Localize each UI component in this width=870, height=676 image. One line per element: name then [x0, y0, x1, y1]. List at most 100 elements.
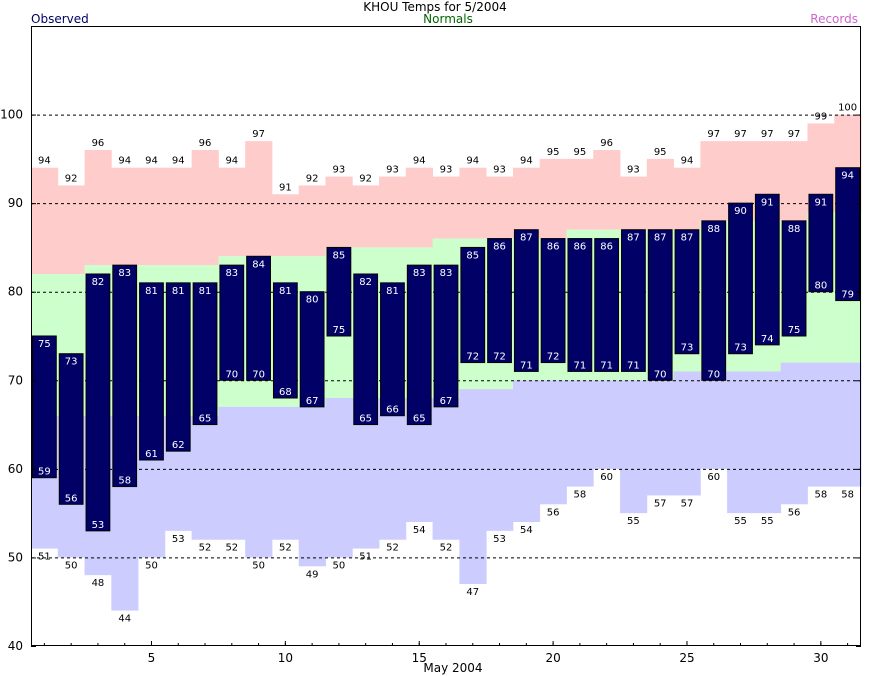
observed-bar — [808, 193, 834, 293]
x-tick-label: 10 — [278, 651, 293, 665]
x-tick-label: 25 — [679, 651, 694, 665]
observed-bar — [85, 273, 111, 532]
record-low-label: 55 — [761, 516, 774, 527]
observed-bar — [433, 264, 459, 408]
record-high-label: 92 — [65, 173, 78, 184]
observed-bar — [406, 264, 432, 426]
record-high-label: 93 — [386, 165, 399, 176]
record-high-label: 96 — [92, 138, 105, 149]
observed-bar — [192, 282, 218, 426]
record-low-label: 50 — [145, 560, 158, 571]
y-tick-label: 80 — [8, 285, 23, 299]
record-low-band — [780, 362, 808, 505]
observed-high-label: 73 — [65, 357, 78, 368]
observed-bar — [246, 255, 271, 381]
observed-high-label: 86 — [493, 242, 506, 253]
record-high-band — [646, 158, 674, 230]
x-axis-label: May 2004 — [423, 661, 482, 675]
observed-bar — [58, 353, 84, 505]
observed-high-label: 87 — [627, 233, 640, 244]
observed-high-label: 85 — [333, 250, 346, 261]
observed-bar — [353, 273, 379, 426]
observed-low-label: 72 — [493, 352, 506, 363]
observed-bar — [219, 264, 245, 381]
record-high-band — [84, 150, 112, 266]
observed-low-label: 70 — [252, 369, 265, 380]
record-high-band — [271, 194, 300, 257]
record-low-label: 52 — [225, 543, 238, 554]
observed-low-label: 72 — [547, 352, 560, 363]
observed-bar — [272, 282, 298, 399]
observed-bar — [380, 282, 405, 417]
record-high-band — [566, 158, 594, 230]
record-high-band — [539, 158, 567, 239]
record-high-label: 97 — [761, 129, 774, 140]
observed-high-label: 82 — [92, 277, 105, 288]
observed-low-label: 70 — [707, 369, 720, 380]
observed-bar — [487, 238, 512, 364]
record-high-band — [379, 176, 407, 248]
observed-low-label: 67 — [306, 396, 319, 407]
observed-low-label: 53 — [92, 520, 105, 531]
observed-bar — [728, 202, 753, 355]
record-high-band — [164, 167, 193, 266]
value-label-layer: 75 59 94 51 73 56 92 50 82 53 96 48 83 58 94 44 81 61 94 50… — [38, 103, 857, 625]
record-high-label: 96 — [600, 138, 613, 149]
record-high-band — [780, 141, 808, 221]
observed-bar — [112, 264, 138, 488]
observed-bar — [165, 282, 191, 452]
record-low-label: 51 — [359, 552, 372, 563]
record-low-label: 50 — [333, 560, 346, 571]
observed-bar — [139, 282, 164, 461]
record-high-label: 100 — [838, 103, 857, 114]
record-high-label: 94 — [520, 156, 533, 167]
y-tick-label: 60 — [8, 462, 23, 476]
record-high-label: 97 — [788, 129, 801, 140]
observed-high-label: 83 — [413, 268, 426, 279]
record-high-band — [325, 176, 353, 248]
record-high-band — [191, 150, 219, 266]
record-low-label: 51 — [38, 552, 51, 563]
record-high-label: 93 — [440, 165, 453, 176]
record-low-label: 49 — [306, 569, 319, 580]
observed-bar — [754, 193, 780, 346]
observed-low-label: 73 — [681, 343, 694, 354]
observed-bar — [674, 229, 700, 355]
x-tick-label: 20 — [545, 651, 560, 665]
y-tick-label: 40 — [8, 639, 23, 653]
observed-high-label: 85 — [466, 250, 479, 261]
observed-bar — [594, 238, 620, 372]
observed-low-label: 80 — [814, 281, 827, 292]
record-low-label: 52 — [440, 543, 453, 554]
observed-low-label: 71 — [600, 360, 613, 371]
record-high-band — [432, 176, 460, 239]
record-low-label: 50 — [65, 560, 78, 571]
record-high-label: 95 — [574, 147, 587, 158]
observed-low-label: 65 — [413, 414, 426, 425]
record-low-band — [753, 371, 782, 514]
record-low-band — [807, 362, 835, 487]
observed-high-label: 81 — [386, 286, 399, 297]
record-low-band — [646, 380, 674, 496]
observed-high-label: 83 — [225, 268, 238, 279]
record-low-label: 57 — [654, 498, 667, 509]
record-low-label: 52 — [279, 543, 292, 554]
legend-records: Records — [810, 12, 858, 26]
record-low-label: 58 — [841, 490, 854, 501]
record-low-label: 53 — [172, 534, 185, 545]
observed-low-label: 58 — [118, 476, 131, 487]
observed-bar-layer — [32, 167, 861, 532]
observed-high-label: 87 — [520, 233, 533, 244]
record-low-label: 52 — [199, 543, 212, 554]
observed-high-label: 81 — [145, 286, 158, 297]
observed-low-label: 75 — [788, 325, 801, 336]
record-high-band — [218, 167, 246, 257]
record-high-label: 97 — [252, 129, 265, 140]
record-high-band — [298, 185, 326, 257]
record-low-label: 48 — [92, 578, 105, 589]
observed-low-label: 61 — [145, 449, 158, 460]
observed-high-label: 86 — [574, 242, 587, 253]
record-high-band — [31, 167, 59, 274]
record-high-band — [111, 167, 139, 266]
observed-high-label: 81 — [172, 286, 185, 297]
